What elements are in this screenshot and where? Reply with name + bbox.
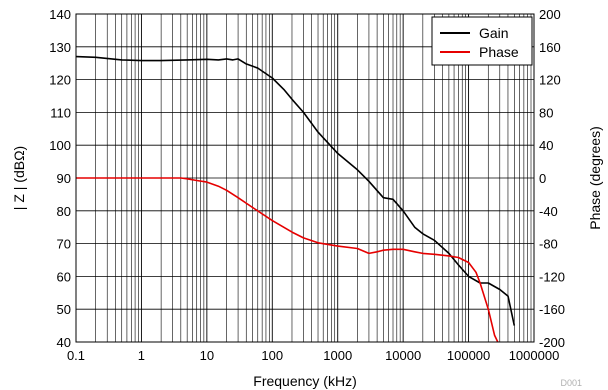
y-right-tick-label: 160 <box>539 40 561 55</box>
y-axis-right-label: Phase (degrees) <box>587 126 603 230</box>
y-left-tick-label: 140 <box>49 7 71 22</box>
x-tick-label: 1 <box>138 348 145 363</box>
x-tick-label: 10 <box>200 348 214 363</box>
y-axis-left-label: | Z | (dBΩ) <box>11 146 27 210</box>
series-line-phase <box>76 177 499 343</box>
y-right-tick-label: 80 <box>539 105 553 120</box>
legend-phase-label: Phase <box>479 44 519 60</box>
y-left-tick-label: 120 <box>49 73 71 88</box>
y-left-tick-label: 90 <box>57 171 71 186</box>
y-right-tick-label: -120 <box>539 269 565 284</box>
x-axis-label: Frequency (kHz) <box>253 373 356 389</box>
y-left-tick-label: 50 <box>57 302 71 317</box>
y-left-tick-label: 100 <box>49 138 71 153</box>
x-tick-label: 10000 <box>385 348 421 363</box>
y-left-tick-label: 110 <box>50 105 71 120</box>
y-right-tick-label: 0 <box>539 171 546 186</box>
y-left-tick-label: 40 <box>57 335 71 350</box>
x-tick-label: 0.1 <box>67 348 85 363</box>
y-right-tick-label: 40 <box>539 138 553 153</box>
x-tick-label: 100 <box>261 348 283 363</box>
legend: Gain Phase <box>431 16 533 66</box>
series-lines <box>75 55 516 343</box>
figure-id: D001 <box>560 378 582 388</box>
y-left-tick-label: 130 <box>49 40 71 55</box>
x-tick-label: 1000 <box>323 348 352 363</box>
y-right-tick-label: -160 <box>539 302 565 317</box>
y-right-tick-label: 120 <box>539 73 561 88</box>
x-tick-label: 1000000 <box>509 348 560 363</box>
y-right-tick-label: -80 <box>539 237 558 252</box>
legend-box <box>431 16 533 66</box>
y-left-tick-label: 70 <box>57 237 71 252</box>
legend-gain-label: Gain <box>479 25 509 41</box>
y-left-tick-label: 80 <box>57 204 71 219</box>
tick-labels: 0.1 1 10 100 1000 10000 100000 1000000405060708… <box>49 7 565 363</box>
y-right-tick-label: -200 <box>539 335 565 350</box>
plot-frame <box>75 13 535 343</box>
series-line-gain <box>75 55 516 326</box>
y-left-tick-label: 60 <box>57 269 71 284</box>
y-right-tick-label: 200 <box>539 7 561 22</box>
y-right-tick-label: -40 <box>539 204 558 219</box>
x-tick-label: 100000 <box>447 348 490 363</box>
